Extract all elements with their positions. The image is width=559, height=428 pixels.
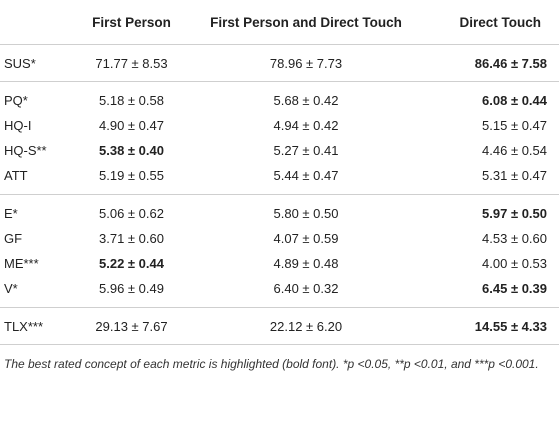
header-row: First Person First Person and Direct Tou…: [0, 0, 559, 45]
table-row: HQ-S** 5.38 ± 0.40 5.27 ± 0.41 4.46 ± 0.54: [0, 138, 559, 163]
table-row: PQ* 5.18 ± 0.58 5.68 ± 0.42 6.08 ± 0.44: [0, 82, 559, 114]
cell-metric: PQ*: [4, 93, 28, 108]
table-footnote: The best rated concept of each metric is…: [4, 357, 539, 371]
cell-metric: TLX***: [0, 307, 62, 345]
table-body: SUS* 71.77 ± 8.53 78.96 ± 7.73 86.46 ± 7.58…: [0, 44, 559, 345]
cell-first-person: 5.22 ± 0.44: [99, 256, 164, 271]
cell-first-person-and-direct-touch: 5.44 ± 0.47: [187, 163, 425, 195]
cell-direct-touch: 5.15 ± 0.47: [482, 118, 547, 133]
header-first-person: First Person: [62, 0, 187, 45]
table-row: V* 5.96 ± 0.49 6.40 ± 0.32 6.45 ± 0.39: [0, 276, 559, 308]
cell-metric: HQ-S**: [4, 143, 47, 158]
table-row: SUS* 71.77 ± 8.53 78.96 ± 7.73 86.46 ± 7.58: [0, 44, 559, 82]
cell-first-person: 5.18 ± 0.58: [99, 93, 164, 108]
cell-direct-touch: 4.46 ± 0.54: [482, 143, 547, 158]
cell-first-person-and-direct-touch: 78.96 ± 7.73: [187, 44, 425, 82]
cell-metric: ME***: [4, 256, 39, 271]
cell-metric: GF: [4, 231, 23, 246]
table-row: ATT 5.19 ± 0.55 5.44 ± 0.47 5.31 ± 0.47: [0, 163, 559, 195]
cell-first-person-and-direct-touch: 4.94 ± 0.42: [273, 118, 339, 133]
table-header: First Person First Person and Direct Tou…: [0, 0, 559, 45]
cell-metric: ATT: [0, 163, 62, 195]
cell-direct-touch: 4.00 ± 0.53: [482, 256, 547, 271]
cell-metric: V*: [0, 276, 62, 308]
header-metric: [0, 0, 62, 45]
cell-first-person: 71.77 ± 8.53: [62, 44, 187, 82]
cell-direct-touch: 5.31 ± 0.47: [425, 163, 559, 195]
cell-direct-touch: 6.45 ± 0.39: [425, 276, 559, 308]
cell-first-person-and-direct-touch: 5.27 ± 0.41: [273, 143, 339, 158]
cell-direct-touch: 5.97 ± 0.50: [482, 206, 547, 221]
results-table: First Person First Person and Direct Tou…: [0, 0, 559, 345]
cell-first-person: 5.38 ± 0.40: [99, 143, 164, 158]
results-table-container: First Person First Person and Direct Tou…: [0, 0, 559, 371]
cell-metric: HQ-I: [4, 118, 32, 133]
cell-first-person: 5.96 ± 0.49: [62, 276, 187, 308]
cell-first-person: 5.19 ± 0.55: [62, 163, 187, 195]
cell-direct-touch: 14.55 ± 4.33: [425, 307, 559, 345]
table-row: E* 5.06 ± 0.62 5.80 ± 0.50 5.97 ± 0.50: [0, 195, 559, 227]
cell-first-person-and-direct-touch: 5.80 ± 0.50: [273, 206, 339, 221]
cell-first-person: 29.13 ± 7.67: [62, 307, 187, 345]
cell-first-person-and-direct-touch: 4.89 ± 0.48: [273, 256, 339, 271]
cell-direct-touch: 4.53 ± 0.60: [482, 231, 547, 246]
header-direct-touch: Direct Touch: [425, 0, 559, 45]
table-row: ME*** 5.22 ± 0.44 4.89 ± 0.48 4.00 ± 0.53: [0, 251, 559, 276]
cell-first-person-and-direct-touch: 4.07 ± 0.59: [273, 231, 339, 246]
cell-metric: E*: [4, 206, 18, 221]
table-row: GF 3.71 ± 0.60 4.07 ± 0.59 4.53 ± 0.60: [0, 226, 559, 251]
cell-metric: SUS*: [0, 44, 62, 82]
cell-direct-touch: 86.46 ± 7.58: [425, 44, 559, 82]
cell-first-person: 3.71 ± 0.60: [99, 231, 164, 246]
cell-first-person-and-direct-touch: 6.40 ± 0.32: [187, 276, 425, 308]
header-first-person-and-direct-touch: First Person and Direct Touch: [187, 0, 425, 45]
cell-direct-touch: 6.08 ± 0.44: [482, 93, 547, 108]
cell-first-person: 4.90 ± 0.47: [99, 118, 164, 133]
cell-first-person-and-direct-touch: 5.68 ± 0.42: [273, 93, 339, 108]
table-row: HQ-I 4.90 ± 0.47 4.94 ± 0.42 5.15 ± 0.47: [0, 113, 559, 138]
cell-first-person: 5.06 ± 0.62: [99, 206, 164, 221]
table-row: TLX*** 29.13 ± 7.67 22.12 ± 6.20 14.55 ± 4.…: [0, 307, 559, 345]
cell-first-person-and-direct-touch: 22.12 ± 6.20: [187, 307, 425, 345]
